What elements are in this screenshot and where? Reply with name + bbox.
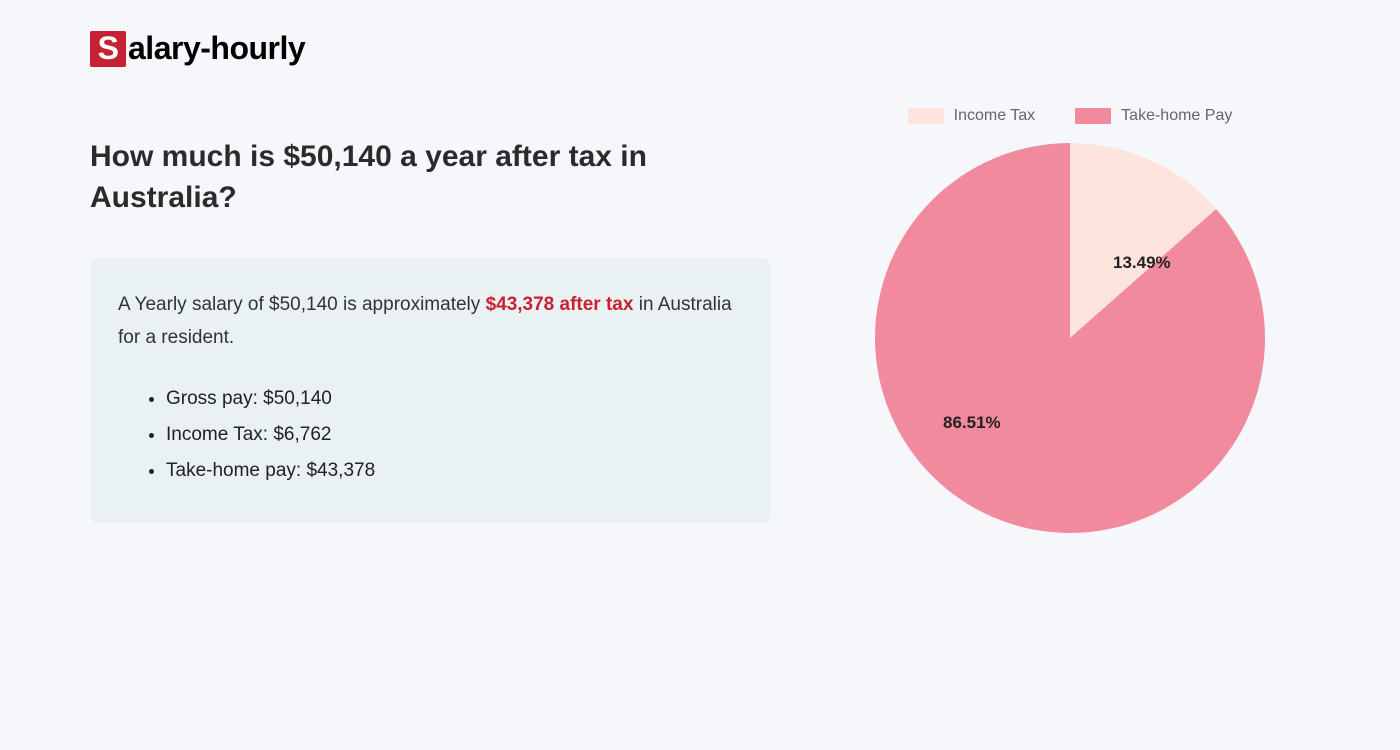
summary-highlight: $43,378 after tax [486,294,634,315]
pie-chart: 13.49% 86.51% [875,143,1265,533]
legend-swatch-income-tax [908,108,944,124]
pie-circle [875,143,1265,533]
details-list: Gross pay: $50,140 Income Tax: $6,762 Ta… [166,381,742,489]
text-column: How much is $50,140 a year after tax in … [90,107,770,533]
info-box: A Yearly salary of $50,140 is approximat… [90,258,770,523]
summary-text: A Yearly salary of $50,140 is approximat… [118,288,742,355]
chart-legend: Income Tax Take-home Pay [908,107,1233,125]
legend-item-take-home: Take-home Pay [1075,107,1232,125]
legend-swatch-take-home [1075,108,1111,124]
slice-label-take-home: 86.51% [943,413,1001,433]
logo-badge: S [90,31,126,67]
chart-column: Income Tax Take-home Pay 13.49% 86.51% [850,107,1290,533]
legend-item-income-tax: Income Tax [908,107,1036,125]
detail-income-tax: Income Tax: $6,762 [166,417,742,453]
page-heading: How much is $50,140 a year after tax in … [90,137,770,218]
legend-label-income-tax: Income Tax [954,107,1036,125]
detail-take-home: Take-home pay: $43,378 [166,453,742,489]
site-logo: Salary-hourly [90,30,1310,67]
logo-text: alary-hourly [128,30,305,67]
slice-label-income-tax: 13.49% [1113,253,1171,273]
main-content: How much is $50,140 a year after tax in … [90,107,1310,533]
detail-gross-pay: Gross pay: $50,140 [166,381,742,417]
legend-label-take-home: Take-home Pay [1121,107,1232,125]
summary-prefix: A Yearly salary of $50,140 is approximat… [118,294,486,315]
